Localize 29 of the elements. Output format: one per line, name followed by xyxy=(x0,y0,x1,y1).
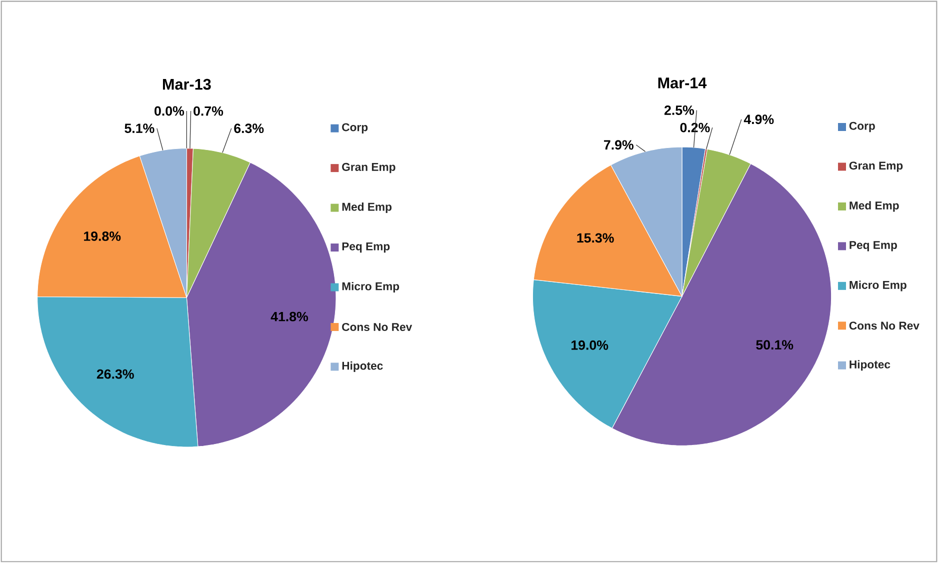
data-label: 26.3% xyxy=(96,369,134,379)
legend-label: Micro Emp xyxy=(342,282,400,293)
data-label: 5.1% xyxy=(124,124,154,134)
data-label: 6.3% xyxy=(234,124,264,134)
chart-title: Mar-14 xyxy=(658,78,707,88)
legend-label: Hipotec xyxy=(850,360,890,371)
legend-label: Cons No Rev xyxy=(849,322,920,330)
legend-label: Corp xyxy=(342,123,368,134)
data-label: 0.7% xyxy=(194,106,224,116)
text: 0.0% xyxy=(154,106,184,116)
legend-label: Hipotec xyxy=(342,361,383,372)
data-label: 2.5% xyxy=(664,106,694,115)
legend-label: Corp xyxy=(849,122,875,132)
legend-label: Peq Emp xyxy=(342,242,390,253)
data-label: 15.3% xyxy=(577,233,614,243)
data-label: 4.9% xyxy=(744,114,774,124)
data-label: 41.8% xyxy=(270,312,308,322)
data-label: 50.1% xyxy=(756,340,794,350)
data-label: 7.9% xyxy=(604,140,634,150)
data-label: 19.8% xyxy=(84,231,121,241)
legend-label: Peq Emp xyxy=(850,241,897,252)
legend-label: Gran Emp xyxy=(342,162,396,174)
legend-label: Gran Emp xyxy=(849,162,903,172)
data-label: 19.0% xyxy=(572,340,608,350)
legend-label: Med Emp xyxy=(850,201,899,212)
legend-label: Micro Emp xyxy=(850,280,906,292)
legend-label: Cons No Rev xyxy=(342,322,412,331)
legend-label: Med Emp xyxy=(342,202,392,214)
chart-title: Mar-13 xyxy=(162,78,211,90)
